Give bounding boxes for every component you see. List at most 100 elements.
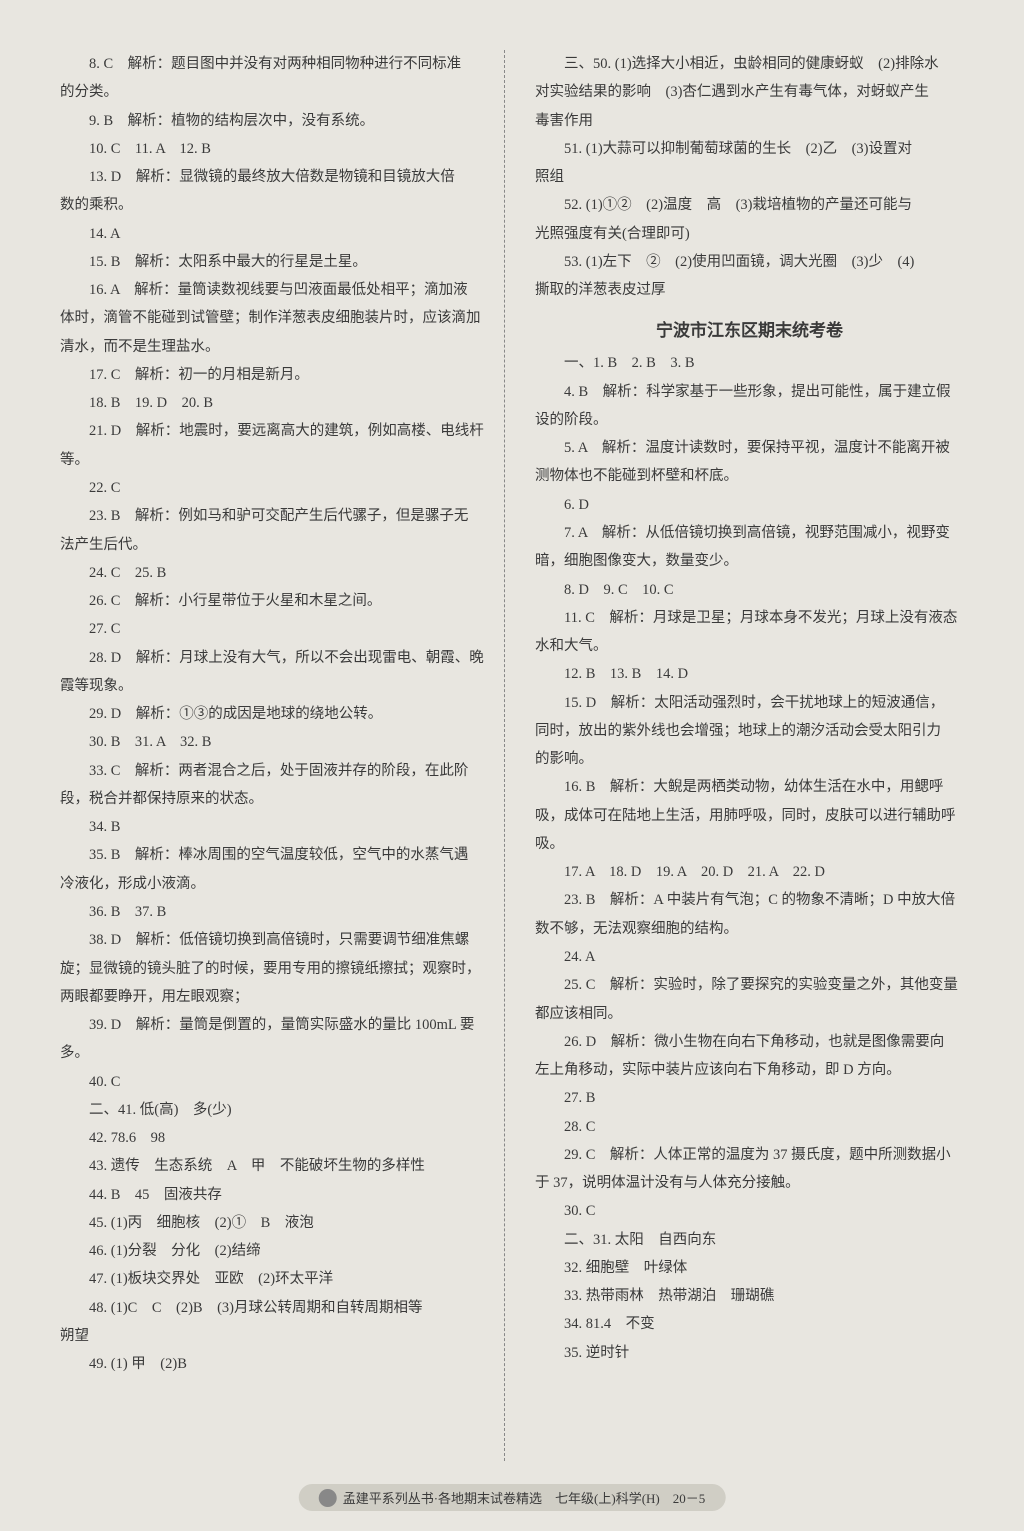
answer-item: 27. B <box>535 1084 964 1112</box>
answer-continuation: 吸。 <box>535 830 964 858</box>
answer-item: 46. (1)分裂 分化 (2)结缔 <box>60 1237 489 1265</box>
answer-continuation: 多。 <box>60 1039 489 1067</box>
answer-continuation: 法产生后代。 <box>60 531 489 559</box>
answer-item: 17. A 18. D 19. A 20. D 21. A 22. D <box>535 858 964 886</box>
answer-item: 14. A <box>60 220 489 248</box>
answer-item: 29. C 解析：人体正常的温度为 37 摄氏度，题中所测数据小 <box>535 1141 964 1169</box>
answer-item: 33. C 解析：两者混合之后，处于固液并存的阶段，在此阶 <box>60 757 489 785</box>
answer-item: 24. C 25. B <box>60 559 489 587</box>
answer-item: 40. C <box>60 1068 489 1096</box>
page-footer: 孟建平系列丛书·各地期末试卷精选 七年级(上)科学(H) 20－5 <box>299 1484 726 1511</box>
answer-item: 9. B 解析：植物的结构层次中，没有系统。 <box>60 107 489 135</box>
answer-continuation: 照组 <box>535 163 964 191</box>
answer-continuation: 的分类。 <box>60 78 489 106</box>
answer-item: 28. C <box>535 1113 964 1141</box>
answer-continuation: 等。 <box>60 446 489 474</box>
answer-item: 39. D 解析：量筒是倒置的，量筒实际盛水的量比 100mL 要 <box>60 1011 489 1039</box>
answer-continuation: 清水，而不是生理盐水。 <box>60 333 489 361</box>
answer-item: 二、31. 太阳 自西向东 <box>535 1226 964 1254</box>
answer-item: 34. B <box>60 813 489 841</box>
answer-item: 36. B 37. B <box>60 898 489 926</box>
answer-continuation: 毒害作用 <box>535 107 964 135</box>
answer-item: 25. C 解析：实验时，除了要探究的实验变量之外，其他变量 <box>535 971 964 999</box>
answer-item: 52. (1)①② (2)温度 高 (3)栽培植物的产量还可能与 <box>535 191 964 219</box>
answer-item: 44. B 45 固液共存 <box>60 1181 489 1209</box>
footer-text: 孟建平系列丛书·各地期末试卷精选 七年级(上)科学(H) 20－5 <box>343 1488 706 1507</box>
answer-item: 16. B 解析：大鲵是两栖类动物，幼体生活在水中，用鳃呼 <box>535 773 964 801</box>
answer-item: 10. C 11. A 12. B <box>60 135 489 163</box>
answer-item: 13. D 解析：显微镜的最终放大倍数是物镜和目镜放大倍 <box>60 163 489 191</box>
answer-item: 5. A 解析：温度计读数时，要保持平视，温度计不能离开被 <box>535 434 964 462</box>
answer-continuation: 霞等现象。 <box>60 672 489 700</box>
answer-continuation: 吸，成体可在陆地上生活，用肺呼吸，同时，皮肤可以进行辅助呼 <box>535 802 964 830</box>
answer-item: 一、1. B 2. B 3. B <box>535 349 964 377</box>
answer-continuation: 数不够，无法观察细胞的结构。 <box>535 915 964 943</box>
answer-item: 30. B 31. A 32. B <box>60 728 489 756</box>
answer-item: 45. (1)丙 细胞核 (2)① B 液泡 <box>60 1209 489 1237</box>
answer-continuation: 对实验结果的影响 (3)杏仁遇到水产生有毒气体，对蚜蚁产生 <box>535 78 964 106</box>
answer-item: 35. B 解析：棒冰周围的空气温度较低，空气中的水蒸气遇 <box>60 841 489 869</box>
answer-item: 35. 逆时针 <box>535 1339 964 1367</box>
answer-continuation: 的影响。 <box>535 745 964 773</box>
answer-continuation: 撕取的洋葱表皮过厚 <box>535 276 964 304</box>
answer-item: 8. D 9. C 10. C <box>535 576 964 604</box>
page-container: 8. C 解析：题目图中并没有对两种相同物种进行不同标准的分类。9. B 解析：… <box>60 50 964 1461</box>
answer-item: 51. (1)大蒜可以抑制葡萄球菌的生长 (2)乙 (3)设置对 <box>535 135 964 163</box>
answer-continuation: 冷液化，形成小液滴。 <box>60 870 489 898</box>
answer-item: 28. D 解析：月球上没有大气，所以不会出现雷电、朝霞、晚 <box>60 644 489 672</box>
answer-item: 30. C <box>535 1197 964 1225</box>
answer-continuation: 测物体也不能碰到杯壁和杯底。 <box>535 462 964 490</box>
answer-item: 8. C 解析：题目图中并没有对两种相同物种进行不同标准 <box>60 50 489 78</box>
answer-item: 12. B 13. B 14. D <box>535 660 964 688</box>
answer-item: 二、41. 低(高) 多(少) <box>60 1096 489 1124</box>
answer-item: 48. (1)C C (2)B (3)月球公转周期和自转周期相等 <box>60 1294 489 1322</box>
answer-continuation: 水和大气。 <box>535 632 964 660</box>
answer-item: 42. 78.6 98 <box>60 1124 489 1152</box>
answer-item: 33. 热带雨林 热带湖泊 珊瑚礁 <box>535 1282 964 1310</box>
answer-item: 24. A <box>535 943 964 971</box>
answer-item: 38. D 解析：低倍镜切换到高倍镜时，只需要调节细准焦螺 <box>60 926 489 954</box>
answer-item: 29. D 解析：①③的成因是地球的绕地公转。 <box>60 700 489 728</box>
answer-item: 17. C 解析：初一的月相是新月。 <box>60 361 489 389</box>
section-title: 宁波市江东区期末统考卷 <box>535 316 964 341</box>
answer-continuation: 段，税合并都保持原来的状态。 <box>60 785 489 813</box>
answer-continuation: 光照强度有关(合理即可) <box>535 220 964 248</box>
footer-icon <box>319 1489 337 1507</box>
answer-continuation: 暗，细胞图像变大，数量变少。 <box>535 547 964 575</box>
answer-item: 53. (1)左下 ② (2)使用凹面镜，调大光圈 (3)少 (4) <box>535 248 964 276</box>
answer-item: 15. B 解析：太阳系中最大的行星是土星。 <box>60 248 489 276</box>
answer-item: 三、50. (1)选择大小相近，虫龄相同的健康蚜蚁 (2)排除水 <box>535 50 964 78</box>
answer-item: 26. C 解析：小行星带位于火星和木星之间。 <box>60 587 489 615</box>
answer-continuation: 都应该相同。 <box>535 1000 964 1028</box>
answer-item: 43. 遗传 生态系统 A 甲 不能破坏生物的多样性 <box>60 1152 489 1180</box>
answer-continuation: 体时，滴管不能碰到试管壁；制作洋葱表皮细胞装片时，应该滴加 <box>60 304 489 332</box>
answer-item: 22. C <box>60 474 489 502</box>
answer-item: 32. 细胞壁 叶绿体 <box>535 1254 964 1282</box>
answer-continuation: 旋；显微镜的镜头脏了的时候，要用专用的擦镜纸擦拭；观察时， <box>60 955 489 983</box>
answer-item: 49. (1) 甲 (2)B <box>60 1350 489 1378</box>
answer-item: 34. 81.4 不变 <box>535 1310 964 1338</box>
answer-continuation: 两眼都要睁开，用左眼观察； <box>60 983 489 1011</box>
answer-item: 18. B 19. D 20. B <box>60 389 489 417</box>
answer-item: 27. C <box>60 615 489 643</box>
footer-oval: 孟建平系列丛书·各地期末试卷精选 七年级(上)科学(H) 20－5 <box>299 1484 726 1511</box>
answer-item: 6. D <box>535 491 964 519</box>
answer-item: 26. D 解析：微小生物在向右下角移动，也就是图像需要向 <box>535 1028 964 1056</box>
answer-item: 4. B 解析：科学家基于一些形象，提出可能性，属于建立假 <box>535 378 964 406</box>
answer-item: 21. D 解析：地震时，要远离高大的建筑，例如高楼、电线杆 <box>60 417 489 445</box>
right-column: 三、50. (1)选择大小相近，虫龄相同的健康蚜蚁 (2)排除水对实验结果的影响… <box>525 50 964 1461</box>
answer-item: 7. A 解析：从低倍镜切换到高倍镜，视野范围减小，视野变 <box>535 519 964 547</box>
answer-item: 15. D 解析：太阳活动强烈时，会干扰地球上的短波通信， <box>535 689 964 717</box>
left-column: 8. C 解析：题目图中并没有对两种相同物种进行不同标准的分类。9. B 解析：… <box>60 50 505 1461</box>
answer-continuation: 设的阶段。 <box>535 406 964 434</box>
answer-continuation: 左上角移动，实际中装片应该向右下角移动，即 D 方向。 <box>535 1056 964 1084</box>
answer-item: 16. A 解析：量筒读数视线要与凹液面最低处相平；滴加液 <box>60 276 489 304</box>
answer-item: 23. B 解析：A 中装片有气泡；C 的物象不清晰；D 中放大倍 <box>535 886 964 914</box>
answer-continuation: 朔望 <box>60 1322 489 1350</box>
answer-item: 23. B 解析：例如马和驴可交配产生后代骡子，但是骡子无 <box>60 502 489 530</box>
answer-continuation: 于 37，说明体温计没有与人体充分接触。 <box>535 1169 964 1197</box>
answer-continuation: 数的乘积。 <box>60 191 489 219</box>
answer-item: 11. C 解析：月球是卫星；月球本身不发光；月球上没有液态 <box>535 604 964 632</box>
answer-item: 47. (1)板块交界处 亚欧 (2)环太平洋 <box>60 1265 489 1293</box>
answer-continuation: 同时，放出的紫外线也会增强；地球上的潮汐活动会受太阳引力 <box>535 717 964 745</box>
